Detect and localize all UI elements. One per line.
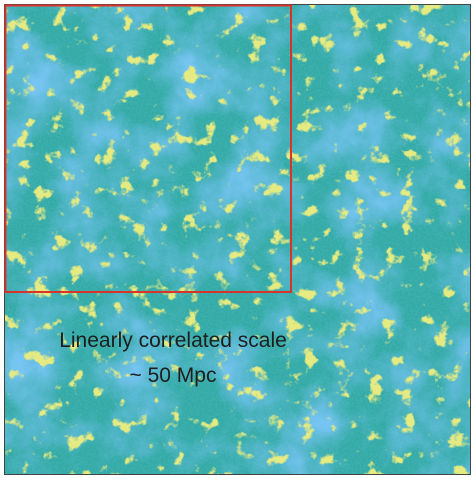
annotation-line: ~ 50 Mpc	[130, 364, 217, 387]
annotation-line: Linearly correlated scale	[59, 329, 287, 352]
highlight-box	[4, 4, 292, 293]
density-field	[5, 5, 470, 474]
